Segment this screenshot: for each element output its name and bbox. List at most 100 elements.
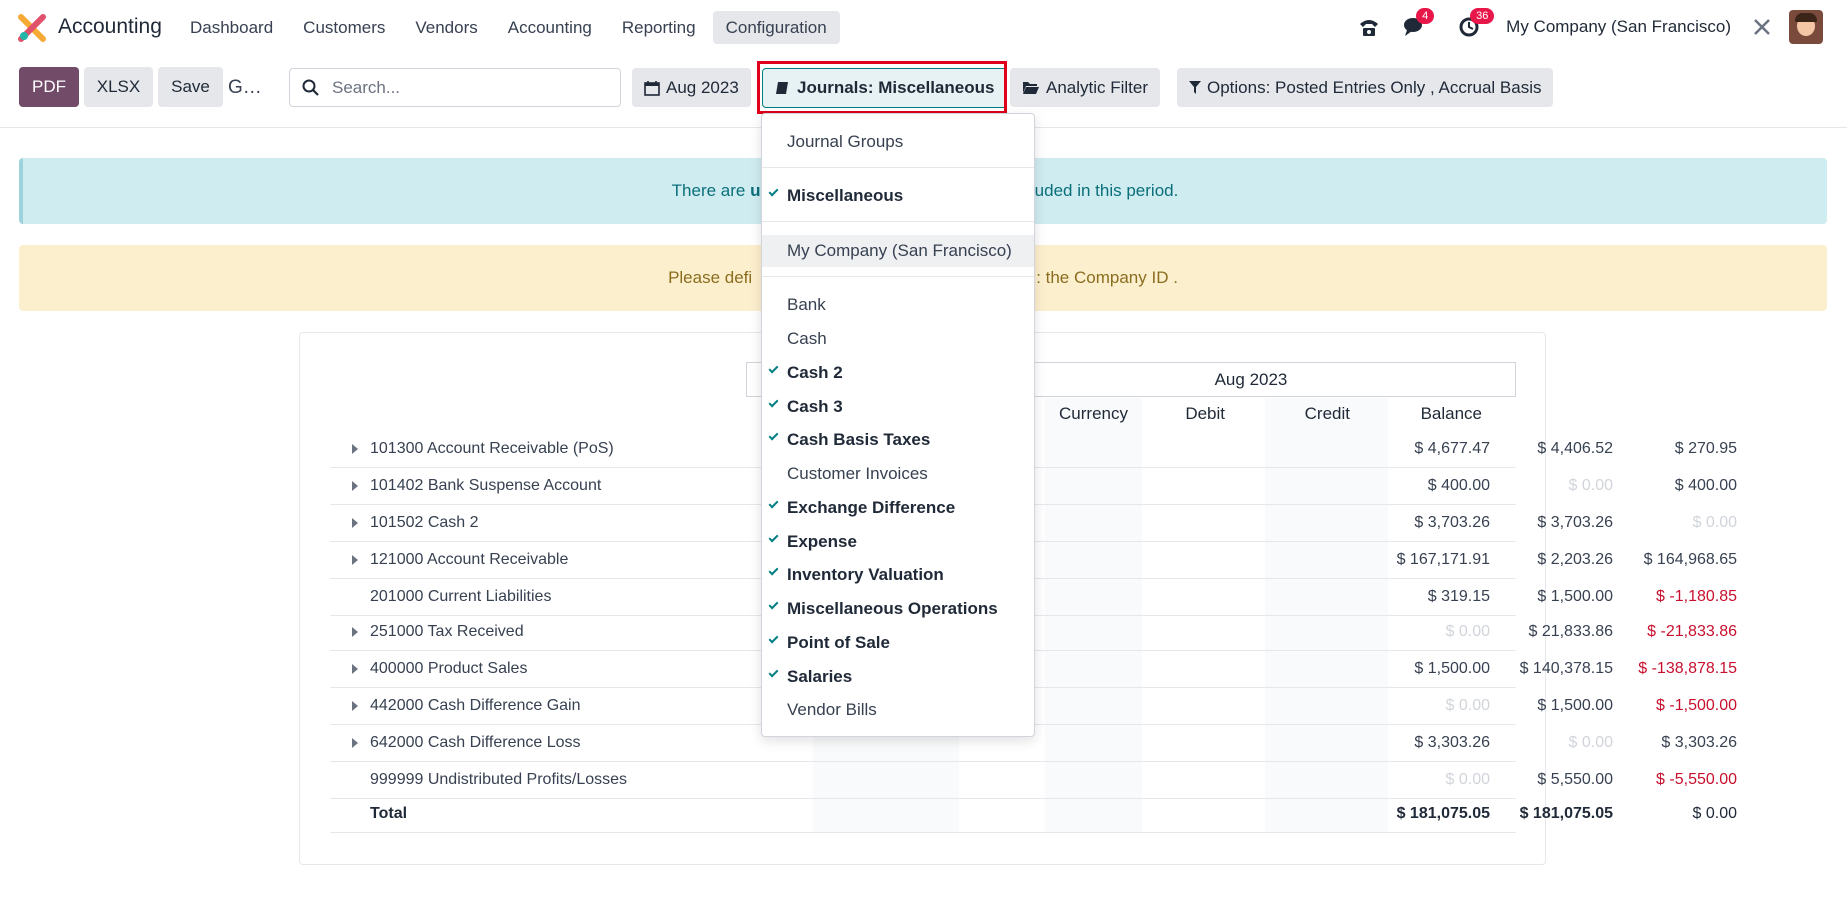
debit-cell: $ 1,500.00 — [1414, 660, 1490, 677]
account-label[interactable]: 201000 Current Liabilities — [370, 588, 552, 605]
journals-filter-button[interactable]: Journals: Miscellaneous — [762, 68, 1008, 108]
options-filter-button[interactable]: Options: Posted Entries Only , Accrual B… — [1177, 68, 1554, 107]
search-input[interactable] — [332, 77, 582, 98]
journal-option-label: Cash 3 — [787, 397, 843, 416]
save-button[interactable]: Save — [158, 67, 223, 107]
debug-tools-icon[interactable] — [1745, 10, 1779, 44]
activities-icon[interactable]: 36 — [1452, 8, 1495, 44]
table-row[interactable]: 999999 Undistributed Profits/Losses $ 0.0… — [330, 762, 1737, 799]
credit-cell: $ 140,378.15 — [1519, 660, 1613, 677]
account-label[interactable]: 400000 Product Sales — [370, 660, 528, 677]
debit-cell: $ 167,171.91 — [1396, 551, 1490, 568]
book-icon — [776, 82, 788, 94]
journal-option-label: Inventory Valuation — [787, 565, 944, 584]
debit-cell: $ 3,703.26 — [1414, 514, 1490, 531]
debit-header: Debit — [1185, 404, 1225, 423]
journal-option-label: Customer Invoices — [787, 464, 928, 483]
phone-icon[interactable] — [1352, 10, 1386, 44]
menu-vendors[interactable]: Vendors — [415, 18, 478, 37]
check-icon — [768, 565, 779, 576]
menu-customers[interactable]: Customers — [303, 18, 386, 37]
expand-caret-icon[interactable] — [352, 518, 358, 528]
company-switcher[interactable]: My Company (San Francisco) — [1506, 17, 1731, 36]
menu-accounting[interactable]: Accounting — [507, 18, 592, 37]
journal-option[interactable]: Customer Invoices — [762, 458, 1034, 490]
credit-cell: $ 1,500.00 — [1537, 697, 1613, 714]
journal-option[interactable]: Salaries — [762, 661, 1034, 693]
menu-reporting[interactable]: Reporting — [621, 18, 696, 37]
balance-cell: $ -138,878.15 — [1638, 660, 1737, 677]
calendar-icon — [644, 80, 660, 96]
date-filter-label: Aug 2023 — [666, 77, 739, 97]
search-box[interactable] — [289, 68, 621, 107]
app-name[interactable]: Accounting — [58, 15, 162, 38]
expand-caret-icon[interactable] — [352, 481, 358, 491]
journal-option-label: Cash Basis Taxes — [787, 430, 931, 449]
expand-caret-icon[interactable] — [352, 701, 358, 711]
search-icon — [302, 79, 319, 96]
main-menu: Dashboard Customers Vendors Accounting R… — [177, 11, 840, 44]
expand-caret-icon[interactable] — [352, 627, 358, 637]
expand-caret-icon[interactable] — [352, 738, 358, 748]
account-label[interactable]: 251000 Tax Received — [370, 623, 524, 640]
journal-option[interactable]: Cash 3 — [762, 391, 1034, 423]
debit-cell: $ 0.00 — [1445, 623, 1490, 640]
credit-cell: $ 0.00 — [1568, 734, 1613, 751]
journal-group-label: Miscellaneous — [787, 186, 904, 205]
expand-caret-icon[interactable] — [352, 444, 358, 454]
account-label[interactable]: 999999 Undistributed Profits/Losses — [370, 771, 628, 788]
journal-option-label: Cash — [787, 329, 827, 348]
table-row[interactable]: 642000 Cash Difference Loss $ 3,303.26 $ 0… — [330, 725, 1737, 762]
journal-option[interactable]: Cash 2 — [762, 357, 1034, 389]
debit-cell: $ 0.00 — [1445, 771, 1490, 788]
journal-group-miscellaneous[interactable]: Miscellaneous — [762, 180, 1034, 212]
account-label[interactable]: 101502 Cash 2 — [370, 514, 479, 531]
journal-option[interactable]: Point of Sale — [762, 627, 1034, 659]
app-logo-icon[interactable] — [18, 14, 46, 42]
menu-dashboard[interactable]: Dashboard — [190, 18, 274, 37]
balance-cell: $ 270.95 — [1674, 440, 1737, 457]
journal-option-label: Vendor Bills — [787, 700, 877, 719]
account-label[interactable]: 101300 Account Receivable (PoS) — [370, 440, 614, 457]
menu-configuration[interactable]: Configuration — [712, 11, 840, 44]
journal-option[interactable]: Miscellaneous Operations — [762, 593, 1034, 625]
xlsx-button[interactable]: XLSX — [84, 67, 153, 107]
top-navbar: Accounting Dashboard Customers Vendors A… — [0, 0, 1847, 56]
journal-option[interactable]: Bank — [762, 289, 1034, 321]
journal-option-label: Bank — [787, 295, 826, 314]
journal-option[interactable]: Vendor Bills — [762, 694, 1034, 726]
account-label[interactable]: 442000 Cash Difference Gain — [370, 697, 581, 714]
journal-groups-header: Journal Groups — [787, 132, 904, 151]
journal-option[interactable]: Cash — [762, 323, 1034, 355]
date-filter-button[interactable]: Aug 2023 — [632, 68, 751, 107]
check-icon — [768, 498, 779, 509]
check-icon — [768, 599, 779, 610]
account-label[interactable]: 121000 Account Receivable — [370, 551, 569, 568]
info-alert-prefix: There are — [671, 181, 751, 200]
user-avatar[interactable] — [1789, 10, 1823, 44]
journal-option[interactable]: Inventory Valuation — [762, 559, 1034, 591]
journal-option-label: Expense — [787, 532, 857, 551]
messages-icon[interactable]: 4 — [1398, 8, 1435, 44]
breadcrumb[interactable]: G… — [228, 77, 262, 98]
journal-option[interactable]: Exchange Difference — [762, 492, 1034, 524]
options-filter-label: Options: Posted Entries Only , Accrual B… — [1207, 77, 1542, 97]
journal-option-label: Miscellaneous Operations — [787, 599, 998, 618]
systray: 4 36 My Company (San Francisco) — [1352, 8, 1847, 44]
check-icon — [768, 186, 779, 197]
expand-caret-icon[interactable] — [352, 555, 358, 565]
account-label[interactable]: 642000 Cash Difference Loss — [370, 734, 581, 751]
expand-caret-icon[interactable] — [352, 664, 358, 674]
table-row[interactable]: 442000 Cash Difference Gain $ 0.00 $ 1,500… — [330, 688, 1737, 725]
credit-cell: $ 4,406.52 — [1537, 440, 1613, 457]
analytic-filter-button[interactable]: Analytic Filter — [1010, 68, 1161, 107]
journal-option[interactable]: Expense — [762, 526, 1034, 558]
currency-header: Currency — [1059, 404, 1128, 423]
account-label[interactable]: 101402 Bank Suspense Account — [370, 477, 602, 494]
journal-company[interactable]: My Company (San Francisco) — [762, 235, 1034, 267]
balance-cell: $ -1,500.00 — [1656, 697, 1737, 714]
check-icon — [768, 532, 779, 543]
balance-cell: $ 3,303.26 — [1661, 734, 1737, 751]
journal-option[interactable]: Cash Basis Taxes — [762, 424, 1034, 456]
pdf-button[interactable]: PDF — [19, 67, 79, 107]
